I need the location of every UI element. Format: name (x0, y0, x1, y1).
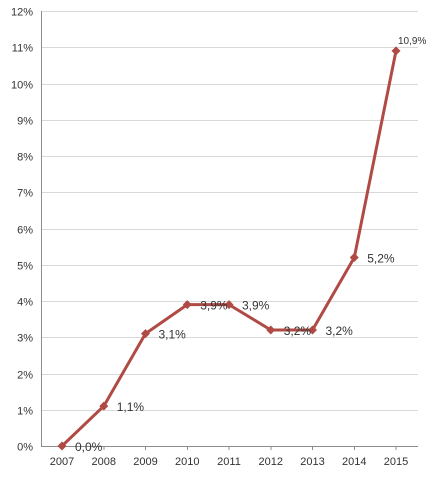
x-tick-label: 2011 (217, 456, 241, 468)
y-tick-label: 4% (17, 297, 33, 309)
series-layer (60, 49, 398, 448)
y-tick-label: 9% (17, 116, 33, 128)
data-point-marker (99, 401, 109, 411)
x-tick-label: 2009 (133, 456, 157, 468)
data-label: 3,2% (326, 324, 354, 338)
data-point-marker (391, 46, 401, 56)
data-labels-layer: 0,0% 1,1% 3,1% 3,9% 3,9% 3,2% 3,2% 5,2% 10,9% (75, 36, 426, 454)
y-tick-label: 10% (11, 80, 33, 92)
y-tick-label: 7% (17, 188, 33, 200)
data-point-marker (182, 300, 192, 310)
data-label: 3,9% (200, 299, 228, 313)
y-tick-label: 1% (17, 406, 33, 418)
x-tick-label: 2010 (175, 456, 199, 468)
series-line (60, 49, 398, 448)
data-label: 5,2% (367, 252, 395, 266)
x-tick-label: 2008 (92, 456, 116, 468)
y-tick-label: 0% (17, 442, 33, 454)
x-tick-label: 2015 (384, 456, 408, 468)
data-label: 1,1% (117, 400, 145, 414)
data-point-marker (224, 300, 234, 310)
y-tick-label: 11% (12, 43, 33, 55)
data-label: 0,0% (75, 440, 103, 454)
x-tick-label: 2012 (259, 456, 283, 468)
y-tick-label: 3% (17, 333, 33, 345)
y-tick-label: 6% (17, 225, 33, 237)
data-point-marker (349, 253, 359, 262)
data-label: 3,1% (159, 328, 187, 342)
data-point-marker (141, 329, 150, 339)
data-point-marker (57, 441, 67, 451)
y-axis-tick-labels: 0% 1% 2% 3% 4% 5% 6% 7% 8% 9% 10% 11% 12% (11, 7, 33, 454)
x-tick-label: 2013 (300, 456, 324, 468)
y-tick-label: 8% (17, 152, 33, 164)
data-label: 3,9% (242, 299, 270, 313)
data-label: 10,9% (398, 36, 426, 47)
x-tick-label: 2007 (50, 456, 74, 468)
gridlines (41, 11, 418, 411)
x-axis-tick-labels: 2007 2008 2009 2010 2011 2012 2013 2014 2015 (50, 446, 408, 468)
data-point-marker (266, 325, 276, 335)
data-point-marker (308, 325, 317, 335)
markers-layer (57, 46, 401, 451)
y-tick-label: 12% (11, 7, 33, 19)
y-tick-label: 5% (17, 261, 33, 273)
x-tick-label: 2014 (342, 456, 366, 468)
y-tick-label: 2% (17, 370, 33, 382)
data-label: 3,2% (284, 324, 312, 338)
